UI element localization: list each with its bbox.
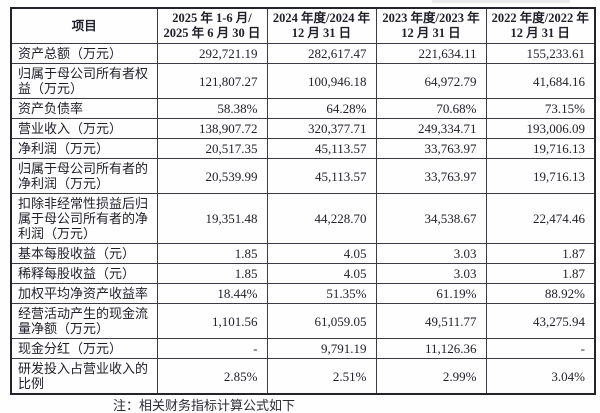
cell-value: - — [485, 338, 596, 359]
cell-value: 19,716.13 — [485, 138, 596, 159]
cell-value: 70.68% — [375, 98, 487, 119]
cell-value: 4.05 — [266, 263, 377, 284]
column-header-item: 项目 — [10, 7, 158, 44]
cell-value: 121,807.27 — [156, 63, 268, 99]
financial-summary-table: 项目 2025 年 1-6 月/ 2025 年 6 月 30 日 2024 年度… — [10, 7, 596, 395]
cell-value: 19,351.48 — [156, 193, 268, 244]
period-line-1: 2024 年度/2024 年 — [272, 11, 371, 25]
cell-value: 320,377.71 — [266, 118, 377, 139]
scan-artifact — [432, 0, 570, 3]
period-line-2: 12 月 31 日 — [291, 26, 352, 40]
row-label: 加权平均净资产收益率 — [10, 283, 158, 304]
cell-value: 51.35% — [266, 283, 377, 304]
row-label: 扣除非经常性损益后归属于母公司所有者的净利润（万元） — [10, 193, 158, 244]
cell-value: 18.44% — [156, 283, 268, 304]
table-row-rd-ratio: 研发投入占营业收入的比例 2.85% 2.51% 2.99% 3.04% — [10, 358, 596, 395]
row-label: 现金分红（万元） — [10, 338, 158, 359]
cell-value: 1,101.56 — [156, 303, 268, 339]
cell-value: 155,233.61 — [485, 43, 596, 64]
cell-value: 88.92% — [485, 283, 596, 304]
cell-value: 1.85 — [156, 263, 268, 284]
row-label: 净利润（万元） — [10, 138, 158, 159]
period-line-2: 12 月 31 日 — [510, 26, 570, 40]
row-label: 资产总额（万元） — [10, 43, 158, 64]
table-row-operating-cashflow: 经营活动产生的现金流量净额（万元） 1,101.56 61,059.05 49,… — [10, 303, 596, 339]
cell-value: 1.85 — [156, 243, 268, 264]
cell-value: 44,228.70 — [266, 193, 377, 244]
cell-value: 2.51% — [266, 358, 377, 395]
cell-value: 3.03 — [375, 263, 487, 284]
cell-value: 3.04% — [485, 358, 596, 395]
cell-value: 9,791.19 — [266, 338, 377, 359]
period-line-2: 2025 年 6 月 30 日 — [163, 26, 261, 40]
row-label: 归属于母公司所有者的净利润（万元） — [10, 158, 158, 194]
cell-value: 20,539.99 — [156, 158, 268, 194]
period-line-1: 2022 年度/2022 年 — [491, 11, 589, 25]
table-row-basic-eps: 基本每股收益（元） 1.85 4.05 3.03 1.87 — [10, 243, 596, 264]
column-header-period-2025: 2025 年 1-6 月/ 2025 年 6 月 30 日 — [156, 7, 268, 44]
cell-value: 249,334.71 — [375, 118, 487, 139]
cell-value: 100,946.18 — [266, 63, 377, 99]
table-row-parent-net-profit: 归属于母公司所有者的净利润（万元） 20,539.99 45,113.57 33… — [10, 158, 596, 194]
cell-value: 33,763.97 — [375, 138, 487, 159]
cell-value: 61,059.05 — [266, 303, 377, 339]
cell-value: 22,474.46 — [485, 193, 596, 244]
cell-value: 61.19% — [375, 283, 487, 304]
cell-value: 193,006.09 — [485, 118, 596, 139]
cell-value: 64,972.79 — [375, 63, 487, 99]
column-header-period-2022: 2022 年度/2022 年 12 月 31 日 — [485, 7, 596, 44]
cell-value: 20,517.35 — [156, 138, 268, 159]
table-row-weighted-roe: 加权平均净资产收益率 18.44% 51.35% 61.19% 88.92% — [10, 283, 596, 304]
row-label: 资产负债率 — [10, 98, 158, 119]
table-row-total-assets: 资产总额（万元） 292,721.19 282,617.47 221,634.1… — [10, 43, 596, 64]
row-label: 营业收入（万元） — [10, 118, 158, 139]
table-header-row: 项目 2025 年 1-6 月/ 2025 年 6 月 30 日 2024 年度… — [10, 7, 596, 44]
cell-value: 292,721.19 — [156, 43, 268, 64]
row-label: 研发投入占营业收入的比例 — [10, 358, 158, 395]
cell-value: 282,617.47 — [266, 43, 377, 64]
row-label: 基本每股收益（元） — [10, 243, 158, 264]
cell-value: 58.38% — [156, 98, 268, 119]
cell-value: 138,907.72 — [156, 118, 268, 139]
cell-value: 2.85% — [156, 358, 268, 395]
cell-value: 3.03 — [375, 243, 487, 264]
column-header-period-2024: 2024 年度/2024 年 12 月 31 日 — [266, 7, 377, 44]
table-row-parent-equity: 归属于母公司所有者权益（万元） 121,807.27 100,946.18 64… — [10, 63, 596, 99]
cell-value: 34,538.67 — [375, 193, 487, 244]
cell-value: 11,126.36 — [375, 338, 487, 359]
column-header-period-2023: 2023 年度/2023 年 12 月 31 日 — [375, 7, 487, 44]
cell-value: 1.87 — [485, 263, 596, 284]
cell-value: 33,763.97 — [375, 158, 487, 194]
table-row-debt-ratio: 资产负债率 58.38% 64.28% 70.68% 73.15% — [10, 98, 596, 119]
period-line-2: 12 月 31 日 — [401, 26, 461, 40]
table-row-cash-dividend: 现金分红（万元） - 9,791.19 11,126.36 - — [10, 338, 596, 359]
footnote-partial: 注：相关财务指标计算公式如下 — [113, 398, 296, 413]
cell-value: 45,113.57 — [266, 158, 377, 194]
cell-value: 45,113.57 — [266, 138, 377, 159]
cell-value: 4.05 — [266, 243, 377, 264]
cell-value: 73.15% — [485, 98, 596, 119]
cell-value: 43,275.94 — [485, 303, 596, 339]
row-label: 稀释每股收益（元） — [10, 263, 158, 284]
table-row-adjusted-net-profit: 扣除非经常性损益后归属于母公司所有者的净利润（万元） 19,351.48 44,… — [10, 193, 596, 244]
cell-value: 221,634.11 — [375, 43, 487, 64]
cell-value: - — [156, 338, 268, 359]
cell-value: 19,716.13 — [485, 158, 596, 194]
row-label: 经营活动产生的现金流量净额（万元） — [10, 303, 158, 339]
period-line-1: 2025 年 1-6 月/ — [172, 11, 252, 25]
cell-value: 49,511.77 — [375, 303, 487, 339]
table-row-net-profit: 净利润（万元） 20,517.35 45,113.57 33,763.97 19… — [10, 138, 596, 159]
table-row-diluted-eps: 稀释每股收益（元） 1.85 4.05 3.03 1.87 — [10, 263, 596, 284]
period-line-1: 2023 年度/2023 年 — [382, 11, 480, 25]
cell-value: 64.28% — [266, 98, 377, 119]
cell-value: 1.87 — [485, 243, 596, 264]
cell-value: 2.99% — [375, 358, 487, 395]
cell-value: 41,684.16 — [485, 63, 596, 99]
row-label: 归属于母公司所有者权益（万元） — [10, 63, 158, 99]
table-row-revenue: 营业收入（万元） 138,907.72 320,377.71 249,334.7… — [10, 118, 596, 139]
